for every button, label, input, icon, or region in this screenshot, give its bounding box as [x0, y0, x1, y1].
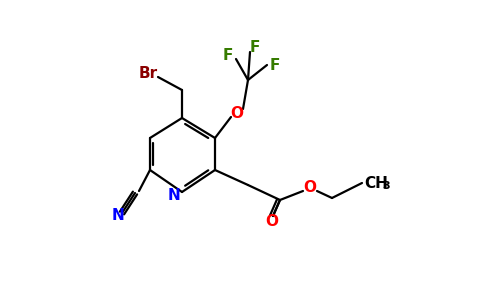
Text: Br: Br — [138, 65, 158, 80]
Text: CH: CH — [364, 176, 388, 190]
Text: F: F — [223, 47, 233, 62]
Text: 3: 3 — [382, 181, 390, 191]
Text: F: F — [250, 40, 260, 56]
Text: N: N — [167, 188, 181, 202]
Text: O: O — [230, 106, 243, 121]
Text: N: N — [112, 208, 124, 223]
Text: F: F — [270, 58, 280, 73]
Text: O: O — [266, 214, 278, 230]
Text: O: O — [303, 181, 317, 196]
